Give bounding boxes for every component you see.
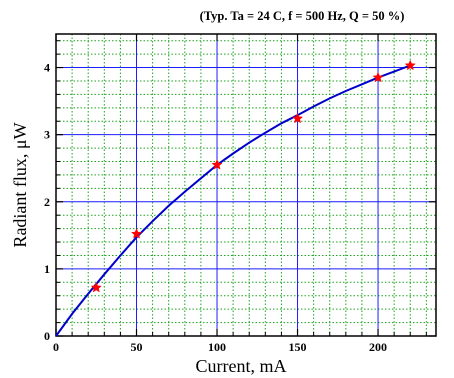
measured-points — [90, 59, 416, 293]
data-point-marker — [130, 228, 143, 239]
data-point-marker — [90, 281, 102, 293]
x-tick-label: 100 — [208, 340, 226, 354]
y-tick-label: 1 — [44, 262, 50, 276]
y-axis-title: Radiant flux, μW — [10, 122, 30, 247]
y-tick-label: 2 — [44, 195, 50, 209]
chart-annotation: (Typ. Ta = 24 C, f = 500 Hz, Q = 50 %) — [200, 9, 405, 23]
x-tick-label: 150 — [289, 340, 307, 354]
x-axis-title: Current, mA — [196, 356, 287, 376]
data-point-marker — [372, 71, 384, 83]
data-point-marker — [291, 112, 304, 124]
plot-grid — [56, 34, 436, 336]
y-tick-label: 3 — [44, 128, 50, 142]
axis-ticks — [55, 34, 436, 337]
x-tick-label: 50 — [131, 340, 143, 354]
x-tick-label: 0 — [53, 340, 59, 354]
x-tick-label: 200 — [369, 340, 387, 354]
y-tick-label: 4 — [44, 61, 50, 75]
data-point-marker — [211, 159, 223, 170]
tick-labels: 0 50 100 150 200 0 1 2 3 4 — [44, 61, 387, 354]
y-tick-label: 0 — [44, 329, 50, 343]
plot-frame — [55, 33, 437, 337]
data-point-marker — [404, 59, 416, 71]
fit-curve — [55, 64, 411, 337]
